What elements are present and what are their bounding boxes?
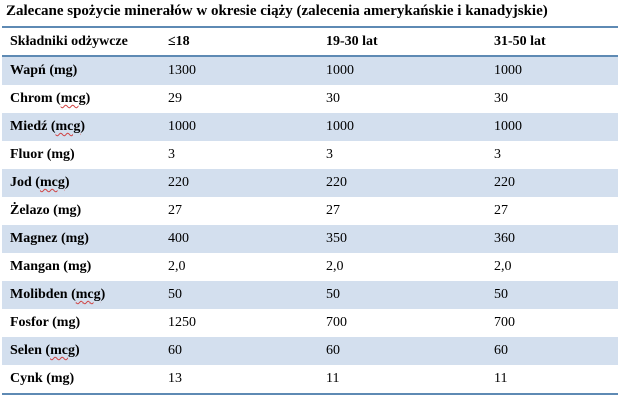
value-cell: 3 [160, 141, 318, 169]
nutrient-unit: (mcg) [45, 343, 80, 358]
nutrient-cell: Chrom (mcg) [2, 85, 160, 113]
nutrient-cell: Miedź (mcg) [2, 113, 160, 141]
nutrient-cell: Selen (mcg) [2, 337, 160, 365]
nutrient-unit: (mg) [52, 315, 81, 330]
nutrient-cell: Cynk (mg) [2, 365, 160, 395]
nutrient-name: Fluor [10, 147, 44, 162]
value-cell: 27 [160, 197, 318, 225]
nutrient-name: Selen [10, 343, 42, 358]
minerals-table: Składniki odżywcze ≤18 19-30 lat 31-50 l… [2, 26, 618, 395]
value-cell: 1000 [160, 113, 318, 141]
value-cell: 220 [160, 169, 318, 197]
value-cell: 220 [486, 169, 618, 197]
value-cell: 350 [318, 225, 486, 253]
nutrient-cell: Molibden (mcg) [2, 281, 160, 309]
value-cell: 11 [486, 365, 618, 395]
table-row: Selen (mcg) 60 60 60 [2, 337, 618, 365]
table-row: Cynk (mg) 13 11 11 [2, 365, 618, 395]
spellcheck-underline: mcg [75, 287, 101, 302]
value-cell: 220 [318, 169, 486, 197]
value-cell: 27 [318, 197, 486, 225]
value-cell: 700 [318, 309, 486, 337]
nutrient-unit: (mg) [60, 231, 89, 246]
table-row: Fluor (mg) 3 3 3 [2, 141, 618, 169]
table-row: Miedź (mcg) 1000 1000 1000 [2, 113, 618, 141]
nutrient-name: Mangan [10, 259, 60, 274]
nutrient-name: Molibden [10, 287, 68, 302]
nutrient-cell: Fluor (mg) [2, 141, 160, 169]
nutrient-cell: Mangan (mg) [2, 253, 160, 281]
value-cell: 60 [160, 337, 318, 365]
document-title: Zalecane spożycie minerałów w okresie ci… [6, 3, 548, 19]
nutrient-name: Wapń [10, 63, 46, 78]
value-cell: 1250 [160, 309, 318, 337]
table-row: Chrom (mcg) 29 30 30 [2, 85, 618, 113]
value-cell: 2,0 [160, 253, 318, 281]
nutrient-name: Miedź [10, 119, 48, 134]
nutrient-name: Cynk [10, 371, 43, 386]
nutrient-cell: Fosfor (mg) [2, 309, 160, 337]
nutrient-cell: Wapń (mg) [2, 56, 160, 85]
nutrient-unit: (mg) [49, 63, 78, 78]
nutrient-cell: Jod (mcg) [2, 169, 160, 197]
spellcheck-underline: mcg [55, 119, 81, 134]
spellcheck-underline: mcg [50, 343, 75, 358]
value-cell: 2,0 [318, 253, 486, 281]
table-header-row: Składniki odżywcze ≤18 19-30 lat 31-50 l… [2, 26, 618, 57]
nutrient-cell: Magnez (mg) [2, 225, 160, 253]
nutrient-name: Fosfor [10, 315, 49, 330]
table-row: Wapń (mg) 1300 1000 1000 [2, 56, 618, 85]
nutrient-unit: (mg) [46, 371, 75, 386]
header-age-31-50: 31-50 lat [486, 26, 618, 57]
value-cell: 13 [160, 365, 318, 395]
value-cell: 400 [160, 225, 318, 253]
nutrient-unit: (mcg) [50, 119, 86, 134]
value-cell: 700 [486, 309, 618, 337]
value-cell: 3 [486, 141, 618, 169]
nutrient-unit: (mg) [53, 203, 82, 218]
nutrient-unit: (mcg) [35, 175, 70, 190]
value-cell: 1000 [318, 56, 486, 85]
nutrient-unit: (mg) [63, 259, 92, 274]
value-cell: 50 [486, 281, 618, 309]
value-cell: 30 [318, 85, 486, 113]
nutrient-unit: (mg) [46, 147, 75, 162]
nutrient-name: Jod [10, 175, 32, 190]
nutrient-unit: (mcg) [71, 287, 106, 302]
table-row: Magnez (mg) 400 350 360 [2, 225, 618, 253]
value-cell: 29 [160, 85, 318, 113]
value-cell: 360 [486, 225, 618, 253]
value-cell: 1000 [486, 113, 618, 141]
nutrient-name: Żelazo [10, 203, 50, 218]
spellcheck-underline: mcg [39, 175, 65, 190]
spellcheck-underline: mcg [60, 91, 86, 106]
table-row: Jod (mcg) 220 220 220 [2, 169, 618, 197]
nutrient-name: Chrom [10, 91, 53, 106]
value-cell: 1000 [486, 56, 618, 85]
value-cell: 50 [318, 281, 486, 309]
header-nutrients: Składniki odżywcze [2, 26, 160, 57]
value-cell: 30 [486, 85, 618, 113]
value-cell: 50 [160, 281, 318, 309]
nutrient-cell: Żelazo (mg) [2, 197, 160, 225]
value-cell: 27 [486, 197, 618, 225]
table-row: Mangan (mg) 2,0 2,0 2,0 [2, 253, 618, 281]
value-cell: 11 [318, 365, 486, 395]
nutrient-name: Magnez [10, 231, 58, 246]
value-cell: 60 [486, 337, 618, 365]
header-age-18: ≤18 [160, 26, 318, 57]
nutrient-unit: (mcg) [56, 91, 91, 106]
header-age-19-30: 19-30 lat [318, 26, 486, 57]
table-row: Molibden (mcg) 50 50 50 [2, 281, 618, 309]
value-cell: 1300 [160, 56, 318, 85]
value-cell: 1000 [318, 113, 486, 141]
value-cell: 3 [318, 141, 486, 169]
value-cell: 2,0 [486, 253, 618, 281]
table-row: Żelazo (mg) 27 27 27 [2, 197, 618, 225]
value-cell: 60 [318, 337, 486, 365]
table-row: Fosfor (mg) 1250 700 700 [2, 309, 618, 337]
